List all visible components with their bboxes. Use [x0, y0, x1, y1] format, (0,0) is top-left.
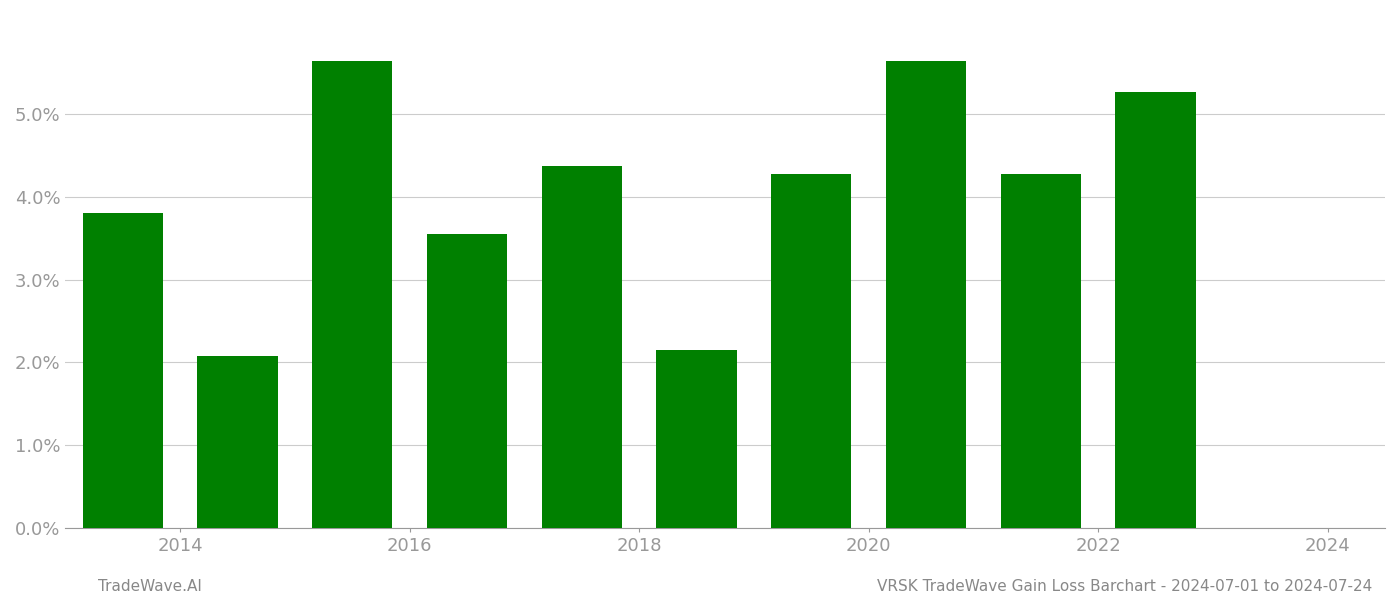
Bar [771, 174, 851, 528]
Text: TradeWave.AI: TradeWave.AI [98, 579, 202, 594]
Bar [312, 61, 392, 528]
Bar [197, 356, 277, 528]
Bar [657, 350, 736, 528]
Bar [83, 213, 162, 528]
Text: VRSK TradeWave Gain Loss Barchart - 2024-07-01 to 2024-07-24: VRSK TradeWave Gain Loss Barchart - 2024… [876, 579, 1372, 594]
Bar [427, 234, 507, 528]
Bar [1116, 92, 1196, 528]
Bar [886, 61, 966, 528]
Bar [542, 166, 622, 528]
Bar [1001, 174, 1081, 528]
